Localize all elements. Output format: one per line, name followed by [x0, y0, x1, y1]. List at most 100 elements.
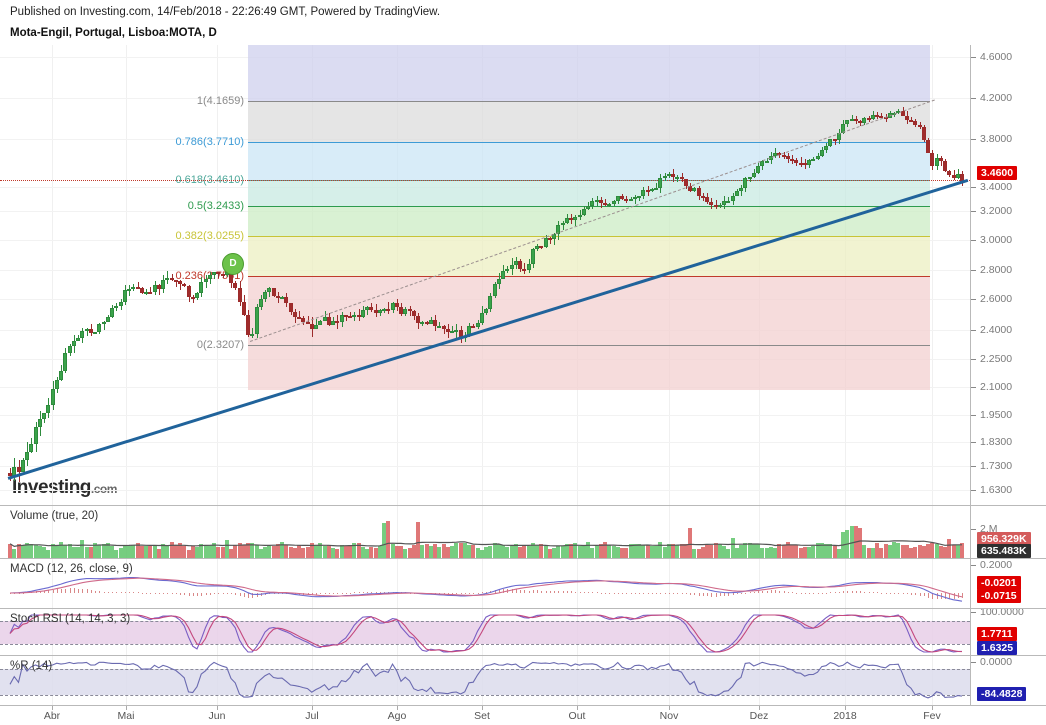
volume-bar [722, 546, 726, 559]
candle-body [815, 155, 820, 159]
volume-bar [165, 544, 170, 559]
macd-histogram-bar [953, 593, 955, 599]
macd-histogram-bar [503, 589, 504, 593]
volume-indicator-pane[interactable]: Volume (true, 20) [0, 505, 970, 559]
axis-tick-mark [971, 270, 976, 271]
candle-body [71, 340, 76, 346]
candle-body [637, 196, 641, 199]
symbol-title: Mota-Engil, Portugal, Lisboa:MOTA, D [10, 27, 217, 39]
volume-bar [212, 542, 216, 559]
williams-r-indicator-pane[interactable]: %R (14) [0, 655, 970, 706]
macd-histogram-bar [218, 593, 220, 595]
candle-body [135, 286, 140, 289]
publication-credit: Published on Investing.com, 14/Feb/2018 … [10, 6, 441, 18]
candle-body [530, 248, 535, 264]
candle-body [938, 158, 943, 161]
candle-body [407, 308, 412, 311]
macd-histogram-bar [44, 590, 45, 593]
candle-body [105, 317, 110, 322]
candle-body [624, 198, 629, 201]
volume-indicator-title: Volume (true, 20) [10, 510, 99, 522]
macd-histogram-bar [915, 593, 917, 596]
volume-bar [496, 543, 501, 559]
candle-body [734, 191, 739, 197]
date-tick-mark [217, 706, 218, 710]
volume-bar [926, 543, 930, 559]
price-chart-pane[interactable]: Investing.com 1(4.1659)0.786(3.7710)0.61… [0, 45, 970, 505]
axis-tick-mark [971, 187, 976, 188]
candle-wick [634, 195, 636, 205]
candle-wick [78, 335, 79, 341]
volume-bar [377, 545, 382, 559]
volume-bar [356, 542, 361, 559]
volume-bar [615, 547, 620, 559]
candle-body [280, 296, 284, 299]
volume-moving-average-line [9, 540, 962, 548]
candle-body [577, 215, 582, 218]
macd-indicator-title: MACD (12, 26, close, 9) [10, 563, 133, 575]
volume-bar [900, 545, 905, 559]
volume-bar [543, 545, 548, 559]
candle-body [314, 324, 318, 329]
macd-histogram-bar [133, 592, 135, 593]
candle-body [394, 303, 399, 307]
date-axis[interactable]: Abr Mai Jun Jul Ago Set Out Nov Dez 2018 Fev [0, 705, 1046, 725]
price-axis-label: 3.0000 [980, 234, 1013, 246]
stoch-rsi-indicator-pane[interactable]: Stoch RSI (14, 14, 3, 3) [0, 608, 970, 656]
macd-histogram-bar [902, 593, 904, 594]
volume-bar [781, 545, 786, 559]
volume-bar [598, 543, 603, 559]
candle-body [437, 326, 442, 329]
macd-indicator-pane[interactable]: MACD (12, 26, close, 9) [0, 558, 970, 609]
macd-histogram-bar [681, 593, 683, 594]
candle-body [594, 199, 599, 202]
price-axis-label: 3.8000 [980, 133, 1013, 145]
macd-histogram-bar [826, 592, 827, 594]
candle-body [326, 317, 331, 325]
volume-bar [913, 547, 918, 559]
axis-tick-mark [971, 330, 976, 331]
macd-histogram-bar [694, 593, 696, 595]
candle-body [722, 201, 726, 205]
candle-body [943, 160, 947, 171]
volume-bar [492, 543, 497, 559]
watermark-brand: Investing [12, 477, 91, 498]
macd-histogram-bar [634, 593, 636, 595]
macd-histogram-bar [239, 593, 241, 596]
candle-body [59, 371, 63, 381]
candle-body [764, 160, 769, 163]
volume-bar [101, 544, 106, 559]
volume-bar [229, 548, 233, 559]
williams-r-line [9, 661, 963, 699]
volume-bar [802, 546, 807, 559]
volume-bar [63, 544, 68, 559]
candle-wick [728, 196, 730, 203]
macd-histogram-bar [350, 592, 351, 594]
macd-histogram-bar [256, 593, 258, 598]
price-axis[interactable]: 4.6000 4.2000 3.8000 3.4000 3.2000 3.0000 2.80… [970, 45, 1046, 705]
macd-histogram-bar [456, 593, 458, 594]
candle-wick [851, 114, 853, 121]
axis-tick-mark [971, 529, 976, 530]
volume-bar [309, 542, 314, 559]
candle-body [709, 202, 714, 205]
volume-bar [467, 544, 471, 559]
candle-body [403, 308, 408, 315]
volume-bar [450, 546, 454, 559]
gridline-vertical [759, 559, 760, 609]
macd-histogram-bar [685, 593, 687, 595]
candle-body [186, 285, 191, 297]
volume-bar [675, 544, 680, 559]
candle-body [879, 116, 884, 119]
price-axis-label: 3.2000 [980, 205, 1013, 217]
macd-histogram-bar [248, 593, 249, 598]
candle-body [271, 288, 276, 296]
macd-histogram-bar [460, 593, 462, 594]
pattern-point-d-marker[interactable]: D [222, 253, 244, 276]
macd-histogram-bar [898, 593, 900, 594]
candle-wick [103, 321, 105, 331]
candle-wick [957, 169, 959, 180]
macd-histogram-bar [660, 593, 662, 594]
macd-histogram-bar [226, 593, 228, 594]
